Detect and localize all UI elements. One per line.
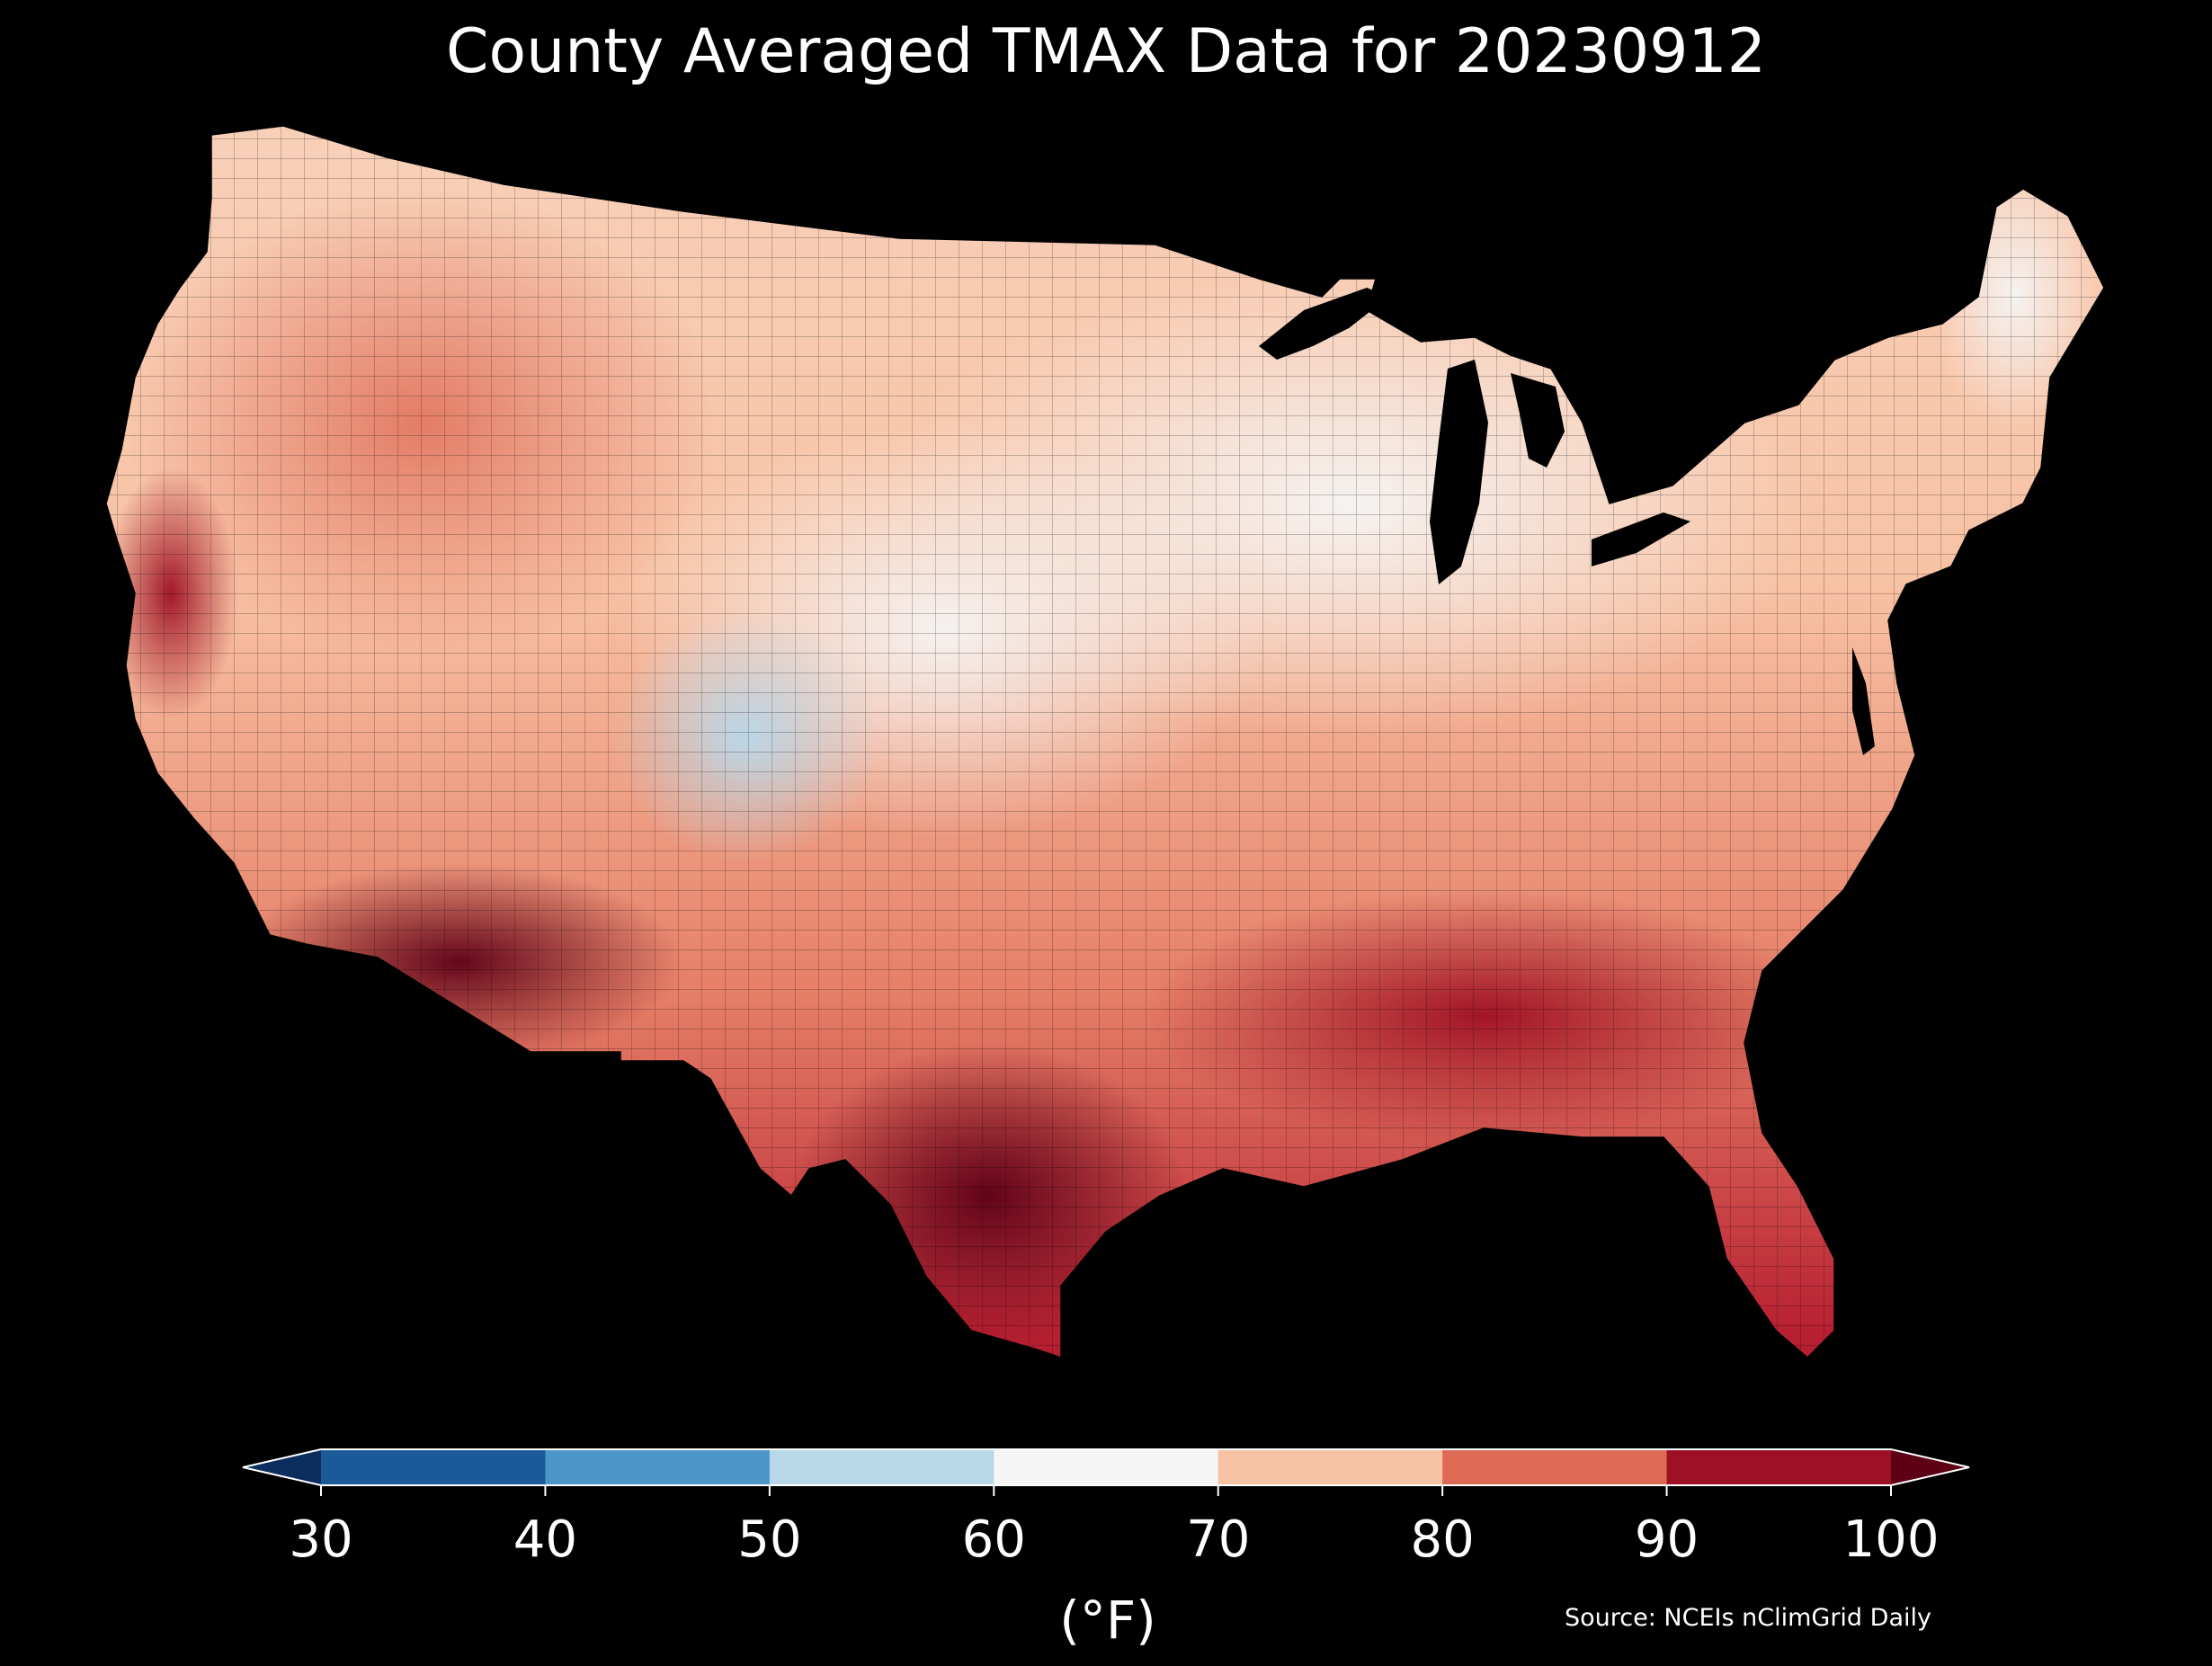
colorbar-bin — [1217, 1449, 1443, 1485]
colorbar-tick-label: 100 — [1842, 1510, 1940, 1569]
colorbar-bin — [545, 1449, 771, 1485]
lake-michigan — [1430, 360, 1488, 584]
colorbar-extend-min — [243, 1449, 321, 1485]
colorbar-bin — [994, 1449, 1219, 1485]
colorbar-tick-label: 90 — [1634, 1510, 1699, 1569]
lake-superior — [1259, 288, 1389, 360]
map-title: County Averaged TMAX Data for 20230912 — [446, 16, 1766, 87]
colorbar-tick-label: 60 — [961, 1510, 1026, 1569]
great-lakes — [1259, 288, 1875, 755]
lake-erie — [1592, 512, 1690, 566]
colorbar-bin — [321, 1449, 546, 1485]
lake-huron — [1511, 373, 1565, 468]
colorbar-tick-label: 80 — [1410, 1510, 1475, 1569]
colorbar-tick-label: 50 — [737, 1510, 802, 1569]
source-note: Source: NCEIs nClimGrid Daily — [1565, 1604, 1931, 1632]
chesapeake-bay — [1852, 647, 1875, 755]
colorbar-tick-label: 70 — [1186, 1510, 1251, 1569]
colorbar-bin — [1442, 1449, 1668, 1485]
colorbar-unit-label: (°F) — [1059, 1590, 1156, 1651]
colorbar-bin — [769, 1449, 995, 1485]
colorbar-bin — [1666, 1449, 1892, 1485]
colorbar-tick-label: 40 — [513, 1510, 578, 1569]
colorbar-tick-label: 30 — [289, 1510, 353, 1569]
colorbar-extend-max — [1891, 1449, 1969, 1485]
